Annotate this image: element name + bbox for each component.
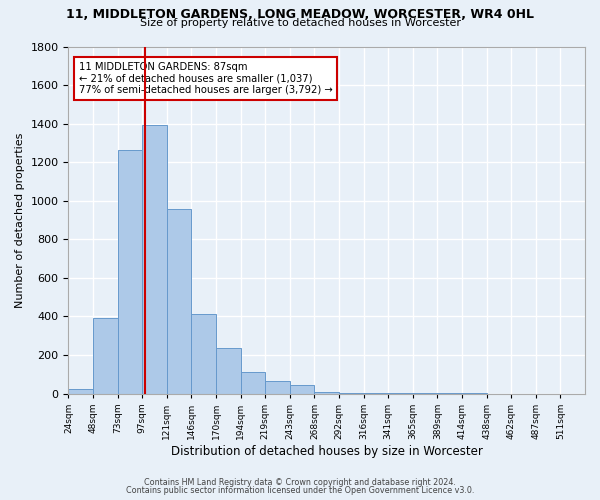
Bar	[167, 210, 191, 394]
Bar	[314, 392, 339, 394]
Text: 11, MIDDLETON GARDENS, LONG MEADOW, WORCESTER, WR4 0HL: 11, MIDDLETON GARDENS, LONG MEADOW, WORC…	[66, 8, 534, 20]
Bar	[142, 124, 167, 394]
Bar	[216, 348, 241, 394]
Bar	[339, 392, 364, 394]
Bar	[118, 150, 142, 394]
Bar	[68, 388, 93, 394]
Text: Contains public sector information licensed under the Open Government Licence v3: Contains public sector information licen…	[126, 486, 474, 495]
Bar	[241, 372, 265, 394]
Y-axis label: Number of detached properties: Number of detached properties	[15, 132, 25, 308]
Text: Size of property relative to detached houses in Worcester: Size of property relative to detached ho…	[139, 18, 461, 28]
Bar	[265, 381, 290, 394]
Bar	[191, 314, 216, 394]
Bar	[93, 318, 118, 394]
Text: 11 MIDDLETON GARDENS: 87sqm
← 21% of detached houses are smaller (1,037)
77% of : 11 MIDDLETON GARDENS: 87sqm ← 21% of det…	[79, 62, 332, 96]
Text: Contains HM Land Registry data © Crown copyright and database right 2024.: Contains HM Land Registry data © Crown c…	[144, 478, 456, 487]
X-axis label: Distribution of detached houses by size in Worcester: Distribution of detached houses by size …	[171, 444, 482, 458]
Bar	[290, 385, 314, 394]
